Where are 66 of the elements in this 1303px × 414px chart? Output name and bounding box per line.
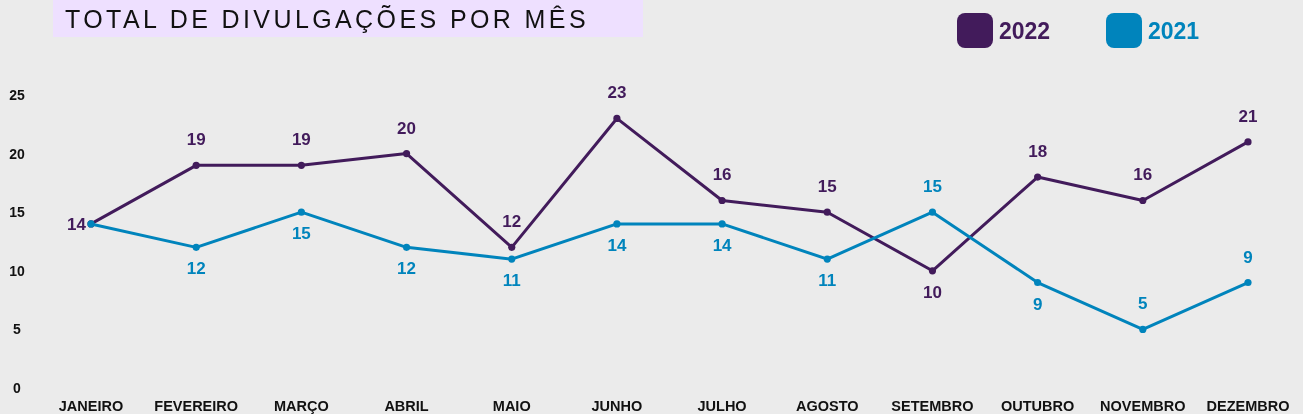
point — [1034, 278, 1042, 287]
data-label: 16 — [712, 165, 732, 185]
x-tick-label: AGOSTO — [795, 398, 859, 414]
data-label: 16 — [1133, 165, 1153, 185]
y-tick-label: 5 — [13, 321, 22, 338]
point — [402, 150, 411, 158]
data-label: 19 — [186, 130, 206, 150]
legend-label: 2022 — [999, 18, 1051, 44]
point — [297, 161, 305, 169]
point — [402, 243, 411, 251]
data-label: 18 — [1028, 142, 1048, 162]
point — [508, 243, 516, 251]
data-label: 9 — [1243, 247, 1253, 267]
x-tick-label: JULHO — [697, 398, 747, 414]
data-label: 15 — [817, 177, 837, 197]
point — [297, 208, 305, 216]
point — [613, 220, 621, 228]
data-label: 11 — [502, 271, 521, 291]
data-label: 12 — [186, 259, 206, 279]
x-tick-label: ABRIL — [384, 398, 429, 414]
point — [508, 255, 516, 263]
point — [192, 161, 200, 169]
x-tick-label: MARÇO — [273, 398, 329, 414]
x-tick-label: FEVEREIRO — [154, 398, 239, 414]
x-tick-label: DEZEMBRO — [1206, 398, 1290, 414]
data-label: 12 — [397, 259, 417, 279]
data-label: 5 — [1138, 294, 1148, 314]
data-label: 21 — [1238, 106, 1258, 126]
point — [823, 255, 831, 263]
point — [928, 208, 937, 216]
data-label: 15 — [291, 224, 311, 244]
data-label: 10 — [922, 282, 942, 302]
data-label: 14 — [607, 235, 627, 255]
point — [1139, 325, 1147, 333]
data-label: 14 — [712, 235, 733, 255]
x-tick-label: MAIO — [492, 398, 531, 414]
data-label: 20 — [397, 118, 417, 138]
point — [1034, 173, 1042, 181]
point — [823, 208, 831, 216]
point — [1139, 196, 1147, 205]
data-label: 14 — [67, 214, 87, 234]
point — [1244, 138, 1252, 146]
point — [613, 114, 621, 123]
data-label: 9 — [1032, 294, 1043, 314]
x-tick-label: JUNHO — [591, 398, 643, 414]
x-tick-label: OUTUBRO — [1000, 398, 1075, 414]
x-tick-label: JANEIRO — [58, 398, 124, 414]
y-tick-label: 0 — [13, 380, 22, 396]
data-label: 11 — [818, 271, 837, 291]
y-tick-label: 10 — [9, 262, 25, 279]
point — [928, 267, 937, 275]
data-label: 23 — [607, 83, 627, 103]
point — [718, 196, 726, 205]
y-tick-label: 25 — [9, 87, 25, 103]
point — [718, 220, 726, 228]
y-tick-label: 15 — [9, 204, 25, 221]
y-tick-label: 20 — [9, 145, 25, 162]
chart-title: TOTAL DE DIVULGAÇÕES POR MÊS — [65, 5, 589, 33]
point — [1244, 278, 1252, 287]
legend-label: 2021 — [1148, 18, 1200, 44]
data-label: 15 — [922, 177, 942, 197]
data-label: 19 — [291, 130, 311, 150]
x-tick-label: SETEMBRO — [891, 398, 974, 414]
data-label: 12 — [502, 212, 522, 232]
point — [192, 243, 200, 251]
x-tick-label: NOVEMBRO — [1100, 398, 1186, 414]
